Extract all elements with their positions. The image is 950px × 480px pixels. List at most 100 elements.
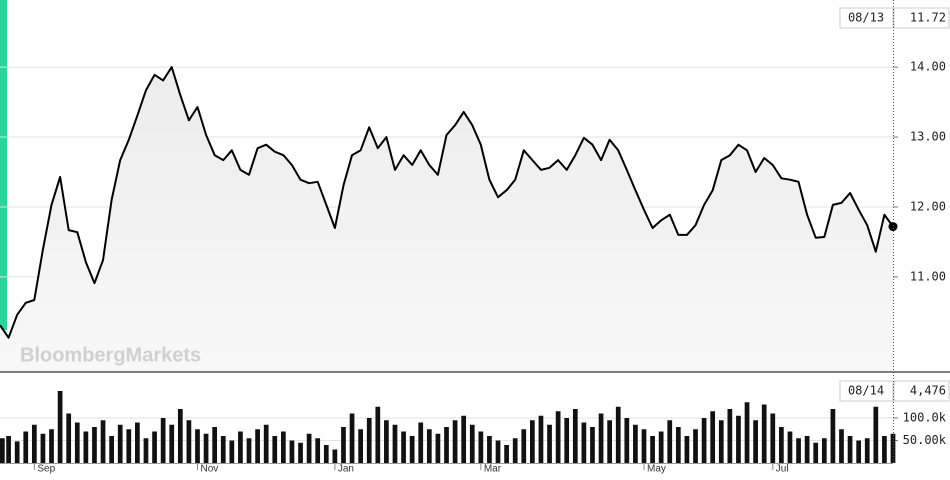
- volume-bar: [349, 413, 355, 463]
- volume-bar: [787, 431, 793, 463]
- volume-bar: [74, 422, 80, 463]
- volume-bar: [49, 429, 54, 463]
- volume-bar: [744, 402, 750, 463]
- volume-bar: [220, 436, 226, 463]
- volume-bar: [633, 424, 638, 463]
- y-tick-label: 12.00: [910, 199, 946, 213]
- volume-bar: [469, 424, 475, 463]
- volume-bar: [444, 427, 449, 463]
- accent-bar: [0, 0, 7, 330]
- last-value: 11.72: [910, 11, 946, 25]
- volume-bar: [667, 420, 673, 463]
- volume-bar: [487, 436, 492, 463]
- volume-bar: [839, 429, 844, 463]
- volume-bar: [289, 440, 295, 463]
- volume-bar: [581, 422, 587, 463]
- volume-bar: [770, 413, 776, 463]
- volume-bar: [796, 438, 801, 463]
- volume-bar: [701, 418, 707, 463]
- volume-bar: [890, 433, 896, 463]
- volume-bar: [761, 404, 767, 463]
- volume-bar: [547, 424, 552, 463]
- y-tick-label: 50.00k: [903, 433, 947, 447]
- volume-bar: [280, 431, 286, 463]
- volume-bar: [710, 411, 716, 463]
- volume-bar: [607, 420, 613, 463]
- last-value: 4,476: [910, 384, 946, 398]
- volume-bar: [684, 436, 690, 463]
- volume-bar: [66, 413, 72, 463]
- volume-bar: [31, 424, 37, 463]
- volume-bar: [298, 442, 303, 463]
- volume-bar: [0, 438, 5, 463]
- volume-bar: [195, 429, 200, 463]
- volume-bar: [203, 433, 209, 463]
- volume-bar: [435, 433, 441, 463]
- volume-bar: [426, 429, 432, 463]
- y-tick-label: 11.00: [910, 269, 946, 283]
- volume-bar: [864, 438, 870, 463]
- volume-bar: [229, 440, 235, 463]
- volume-bar: [83, 431, 89, 463]
- volume-bar: [246, 438, 252, 463]
- volume-bar: [452, 420, 458, 463]
- volume-bar: [117, 424, 123, 463]
- volume-bar: [6, 436, 11, 463]
- volume-bar: [212, 427, 218, 463]
- volume-bar: [306, 433, 312, 463]
- x-tick-label: Sep: [37, 464, 55, 475]
- volume-bar: [658, 431, 664, 463]
- volume-bar: [177, 409, 183, 463]
- volume-bar: [779, 427, 784, 463]
- volume-bar: [753, 420, 758, 463]
- volume-bar: [641, 429, 647, 463]
- volume-bar: [392, 424, 398, 463]
- volume-bar: [100, 420, 106, 463]
- y-tick-label: 13.00: [910, 130, 946, 144]
- watermark: BloombergMarkets: [20, 344, 201, 366]
- last-date: 08/14: [848, 384, 884, 398]
- volume-bar: [109, 436, 114, 463]
- volume-bar: [186, 420, 192, 463]
- volume-bar: [375, 406, 381, 463]
- volume-bar: [332, 449, 338, 463]
- volume-bar: [255, 429, 260, 463]
- volume-bar: [495, 440, 501, 463]
- volume-bar: [736, 415, 741, 463]
- volume-bar: [14, 441, 20, 463]
- volume-bar: [409, 436, 415, 463]
- x-tick-label: Nov: [200, 464, 218, 475]
- price-line: [0, 66, 894, 339]
- volume-bar: [727, 409, 733, 463]
- volume-bar: [461, 415, 467, 463]
- y-tick-label: 14.00: [910, 60, 946, 74]
- volume-bar: [135, 422, 140, 463]
- volume-bar: [598, 413, 604, 463]
- volume-bar: [538, 415, 544, 463]
- x-tick-label: Jan: [338, 464, 354, 475]
- volume-bar: [418, 422, 424, 463]
- volume-bar: [718, 420, 724, 463]
- volume-bar: [693, 429, 698, 463]
- volume-bar: [615, 406, 621, 463]
- volume-bar: [504, 445, 509, 463]
- volume-bar: [366, 418, 372, 463]
- volume-bar: [530, 420, 535, 463]
- volume-bar: [590, 427, 595, 463]
- last-date: 08/13: [848, 11, 884, 25]
- volume-bar: [384, 420, 389, 463]
- volume-bar: [478, 431, 484, 463]
- volume-bar: [341, 427, 346, 463]
- volume-bar: [126, 429, 132, 463]
- volume-bar: [521, 429, 527, 463]
- volume-bar: [358, 429, 363, 463]
- volume-bar: [821, 438, 827, 463]
- x-tick-label: Mar: [484, 464, 502, 475]
- x-tick-label: Jul: [776, 464, 789, 475]
- volume-bar: [813, 442, 819, 463]
- volume-bar: [315, 438, 321, 463]
- volume-bar: [40, 433, 46, 463]
- volume-bar: [804, 436, 810, 463]
- volume-bar: [23, 431, 29, 463]
